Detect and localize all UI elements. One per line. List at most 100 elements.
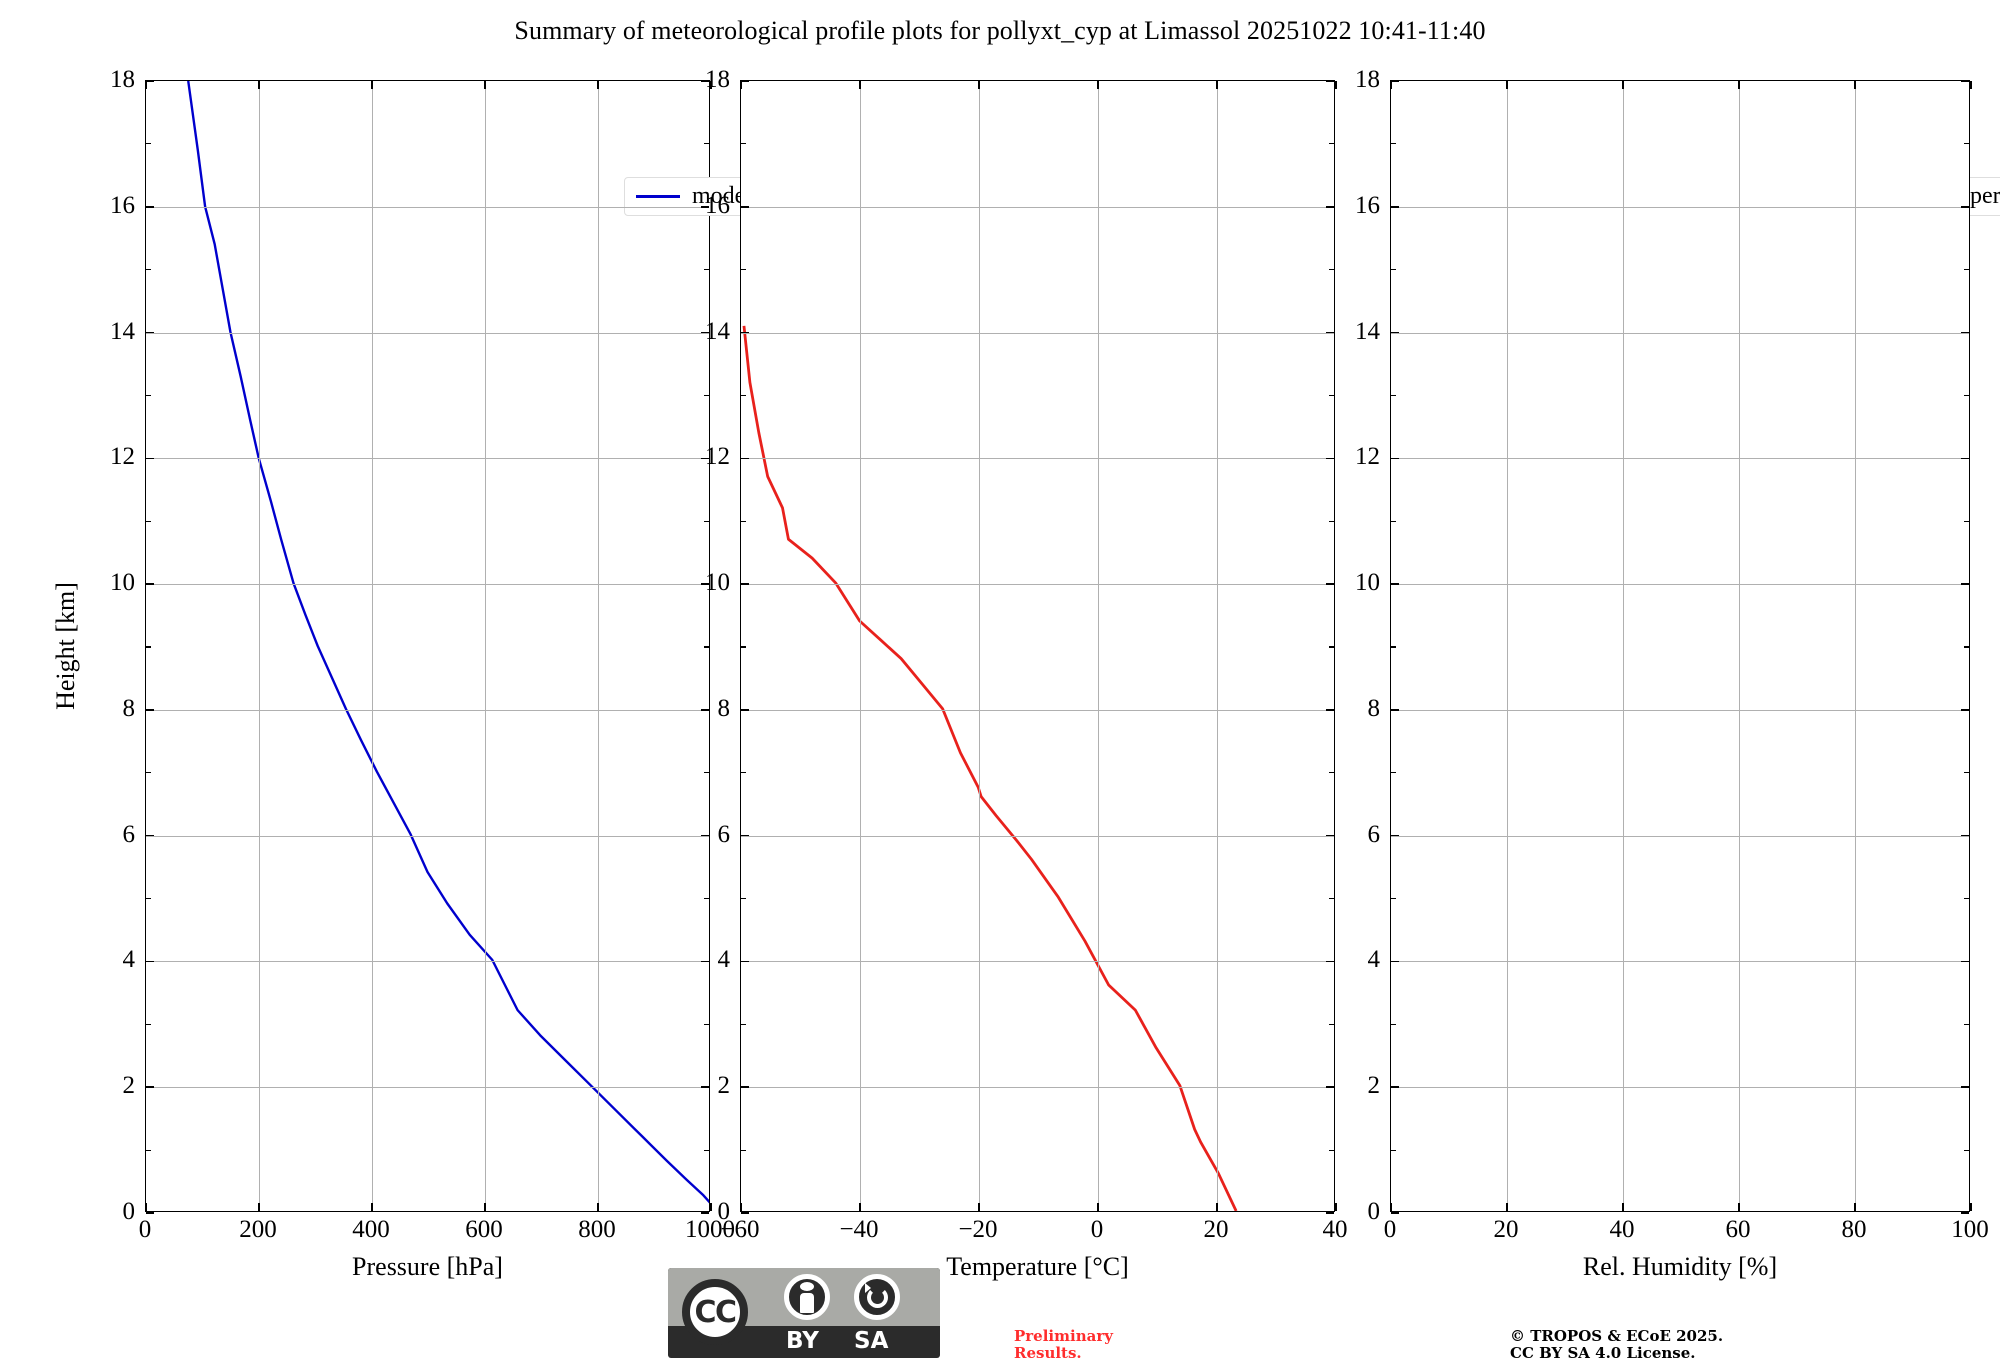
y-axis-minor-tick [1964,143,1969,145]
y-axis-tick [701,583,709,585]
y-axis-minor-tick [1391,772,1396,774]
y-axis-tick [1391,709,1399,711]
humidity-x-axis-label: Rel. Humidity [%] [1582,1252,1778,1281]
y-axis-tick [741,1212,749,1214]
x-axis-tick [710,1203,712,1211]
gridline-horizontal [146,709,709,711]
x-axis-tick-label: 20 [1203,1216,1229,1243]
gridline-horizontal [1391,458,1969,460]
y-axis-minor-tick [146,143,151,145]
y-axis-tick [1961,583,1969,585]
x-axis-tick-label: −60 [720,1216,760,1243]
y-axis-tick [1961,457,1969,460]
y-axis-minor-tick [704,646,709,648]
y-axis-tick [1326,331,1334,334]
gridline-horizontal [741,961,1334,963]
x-axis-tick [1854,81,1856,89]
x-axis-tick [371,81,373,89]
x-axis-tick [1970,1203,1972,1211]
y-axis-tick [1391,1086,1399,1089]
y-axis-tick [741,1086,749,1089]
humidity-series-svg [1391,81,1969,1211]
x-axis-tick [258,1203,260,1211]
y-axis-minor-tick [704,394,709,397]
y-axis-minor-tick [704,772,709,774]
y-axis-minor-tick [1329,1023,1334,1025]
y-axis-minor-tick [1964,772,1969,774]
gridline-horizontal [1391,332,1969,334]
y-axis-tick [1391,1212,1399,1214]
y-axis-tick [1326,960,1334,963]
y-axis-minor-tick [1964,1149,1969,1151]
y-axis-tick [741,80,749,82]
y-axis-tick [701,80,709,82]
y-axis-minor-tick [1391,269,1396,271]
x-axis-tick [1854,1203,1856,1211]
y-axis-tick [1391,457,1399,460]
y-axis-tick-label: 2 [717,1072,731,1100]
y-axis-tick [741,960,749,963]
y-axis-tick [701,457,709,460]
y-axis-minor-tick [704,897,709,900]
cc-by-label: BY [786,1328,819,1354]
y-axis-tick [146,1212,154,1214]
y-axis-minor-tick [146,646,151,648]
y-axis-tick [1391,80,1399,82]
y-axis-tick-label: 0 [1367,1198,1381,1225]
y-axis-minor-tick [1329,772,1334,774]
pressure-plot-area [146,81,709,1211]
x-axis-tick [1216,1203,1218,1211]
gridline-vertical [860,81,861,1211]
x-axis-tick [1390,81,1392,89]
y-axis-tick [1326,205,1334,208]
y-axis-minor-tick [146,772,151,774]
x-axis-tick [597,1203,599,1211]
gridline-horizontal [146,458,709,460]
y-axis-tick [701,205,709,208]
gridline-horizontal [741,709,1334,711]
y-axis-tick [1391,960,1399,963]
y-axis-minor-tick [1329,143,1334,145]
y-axis-tick [1326,1086,1334,1089]
cc-sa-label: SA [854,1328,889,1354]
y-axis-tick-label: 10 [110,569,135,597]
y-axis-minor-tick [704,1023,709,1025]
x-axis-tick [597,81,599,89]
gridline-vertical [259,81,260,1211]
y-axis-minor-tick [1329,646,1334,648]
x-axis-tick [859,1203,861,1211]
temperature-panel: model temperature [740,80,2000,1214]
temperature-x-axis-label: Temperature [°C] [946,1252,1129,1281]
gridline-horizontal [146,1087,709,1089]
y-axis-tick [1961,1086,1969,1089]
y-axis-minor-tick [1964,1023,1969,1025]
y-axis-tick [741,457,749,460]
y-axis-tick [1326,583,1334,585]
x-axis-tick-label: 0 [138,1216,152,1243]
y-axis-tick [146,457,154,460]
y-axis-minor-tick [741,1023,746,1025]
y-axis-minor-tick [741,269,746,271]
y-axis-minor-tick [741,897,746,900]
y-axis-tick [1326,834,1334,837]
x-axis-tick-label: 40 [1322,1216,1348,1243]
x-axis-tick [1506,1203,1508,1211]
pressure-panel: model pressure [145,80,850,1214]
humidity-plot-area [1391,81,1969,1211]
copyright-note: © TROPOS & ECoE 2025. CC BY SA 4.0 Licen… [1510,1327,1723,1363]
y-axis-minor-tick [146,394,151,397]
y-axis-tick [1961,960,1969,963]
gridline-horizontal [1391,584,1969,586]
y-axis-minor-tick [1329,269,1334,271]
preliminary-results-line2: Results. [1014,1344,1082,1363]
gridline-vertical [1217,81,1218,1211]
x-axis-tick [1622,81,1624,89]
y-axis-tick [741,205,749,208]
x-axis-tick [1335,81,1337,89]
y-axis-minor-tick [1391,1149,1396,1151]
cc-by-person-body-icon [800,1293,814,1313]
y-axis-minor-tick [741,772,746,774]
x-axis-tick [484,1203,486,1211]
y-axis-minor-tick [704,269,709,271]
x-axis-tick-label: 100 [1951,1216,1989,1243]
